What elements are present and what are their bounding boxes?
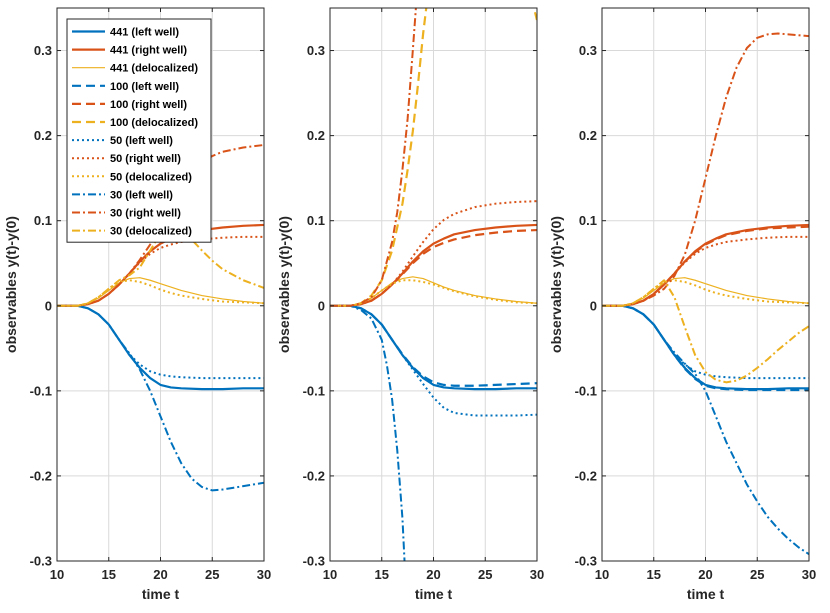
x-tick-label: 20 (153, 567, 167, 582)
series-line-100-left-well (330, 304, 537, 387)
legend-entry-label: 50 (right well) (110, 153, 181, 165)
legend-entry-label: 100 (left well) (110, 81, 179, 93)
y-tick-label: 0.3 (307, 43, 325, 58)
legend-box (66, 18, 212, 243)
series-line-50-left-well (330, 304, 537, 417)
x-tick-label: 10 (50, 567, 64, 582)
series-line-50-delocalized (57, 279, 264, 307)
x-tick-label: 25 (750, 567, 764, 582)
series-line-30-left-well (57, 304, 264, 492)
chart-panel-middle: 10 15 20 25 30 -0.3 -0.2 -0.1 0 0.1 0.2 0.3 time t ob… (276, 7, 544, 602)
y-tick-label: 0.2 (307, 128, 325, 143)
series-line-30-right-well (602, 32, 809, 307)
series-group (602, 32, 809, 556)
y-tick-label: -0.2 (30, 468, 52, 483)
y-tick-label: 0.3 (34, 43, 52, 58)
x-axis-label: time t (687, 586, 725, 602)
y-tick-label: 0 (45, 298, 52, 313)
legend-entry-label: 441 (left well) (110, 27, 179, 39)
legend-entry-label: 30 (right well) (110, 208, 181, 220)
y-tick-label: -0.3 (30, 554, 52, 569)
x-tick-label: 25 (205, 567, 219, 582)
x-tick-label: 20 (426, 567, 440, 582)
x-tick-label: 15 (647, 567, 661, 582)
x-tick-label: 20 (698, 567, 712, 582)
y-tick-label: 0.1 (579, 213, 597, 228)
series-line-30-left-well (330, 304, 406, 561)
legend-entry-label: 30 (left well) (110, 189, 173, 201)
y-tick-label: -0.3 (575, 554, 597, 569)
legend-entry-label: 30 (delocalized) (110, 226, 192, 238)
chart-panel-right: 10 15 20 25 30 -0.3 -0.2 -0.1 0 0.1 0.2 0.3 time t ob… (548, 7, 816, 602)
series-line-30-delocalized (602, 279, 809, 384)
x-tick-label: 10 (595, 567, 609, 582)
y-tick-label: 0.1 (34, 213, 52, 228)
y-tick-label: 0.2 (579, 128, 597, 143)
y-tick-label: 0 (590, 298, 597, 313)
legend-entry-label: 441 (delocalized) (110, 63, 198, 75)
y-axis-label: observables y(t)-y(0) (548, 216, 564, 353)
legend-entry-label: 50 (left well) (110, 135, 173, 147)
x-tick-label: 15 (375, 567, 389, 582)
series-line-100-delocalized (330, 8, 428, 307)
legend-entry-label: 100 (delocalized) (110, 117, 198, 129)
y-tick-label: 0.3 (579, 43, 597, 58)
series-line-100-left-well (602, 304, 809, 392)
legend-entry-label: 100 (right well) (110, 99, 187, 111)
y-axis-label: observables y(t)-y(0) (276, 216, 292, 353)
series-line-50-right-well (330, 200, 537, 307)
y-tick-label: -0.1 (575, 383, 597, 398)
x-axis-label: time t (415, 586, 453, 602)
x-tick-label: 10 (323, 567, 337, 582)
x-tick-label: 30 (802, 567, 816, 582)
y-tick-label: 0 (318, 298, 325, 313)
y-tick-label: -0.2 (303, 468, 325, 483)
legend-entry-label: 441 (right well) (110, 45, 187, 57)
y-tick-label: 0.2 (34, 128, 52, 143)
series-line-50-delocalized (602, 279, 809, 307)
series-line-30-right-well (330, 8, 417, 307)
series-line-30-left-well (602, 304, 809, 556)
y-tick-label: -0.3 (303, 554, 325, 569)
x-tick-label: 15 (102, 567, 116, 582)
x-tick-label: 30 (257, 567, 271, 582)
x-tick-label: 30 (530, 567, 544, 582)
legend: 441 (left well) 441 (right well) 441 (delo… (66, 18, 212, 243)
legend-entry-label: 50 (delocalized) (110, 171, 192, 183)
y-tick-label: -0.1 (303, 383, 325, 398)
chart-panel-left: 10 15 20 25 30 -0.3 -0.2 -0.1 0 0.1 0.2 0.3 time t ob… (3, 7, 271, 602)
y-tick-label: 0.1 (307, 213, 325, 228)
y-tick-label: -0.2 (575, 468, 597, 483)
x-axis-label: time t (142, 586, 180, 602)
y-tick-label: -0.1 (30, 383, 52, 398)
series-group (330, 8, 537, 561)
x-tick-label: 25 (478, 567, 492, 582)
y-axis-label: observables y(t)-y(0) (3, 216, 19, 353)
